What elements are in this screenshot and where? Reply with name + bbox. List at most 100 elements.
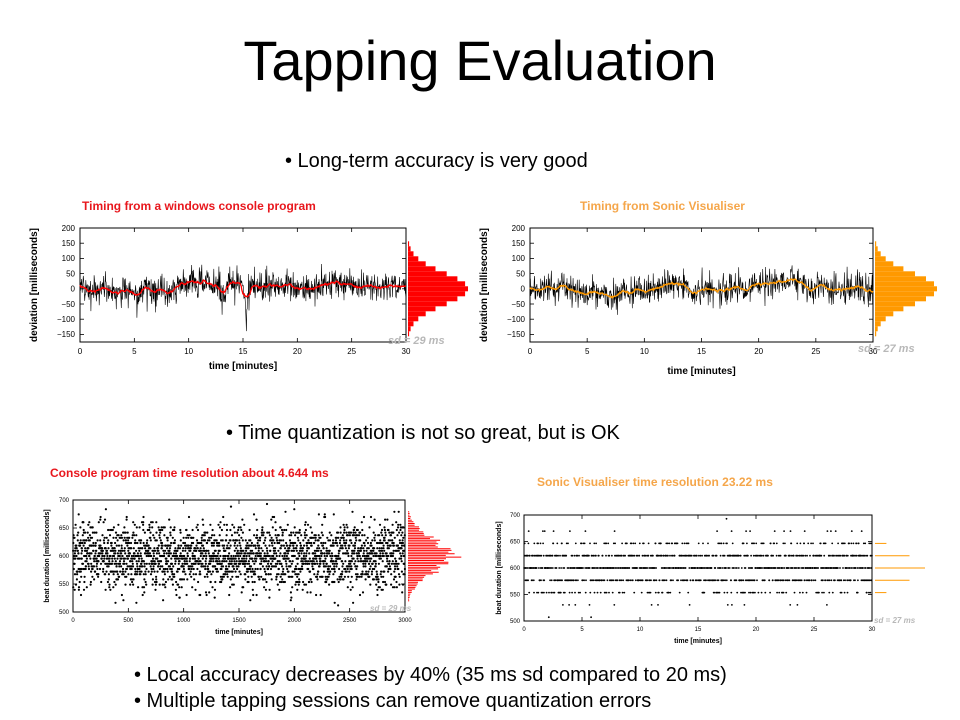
scatter-point: [89, 580, 92, 584]
y-tick-label: 550: [510, 593, 521, 599]
scatter-point: [723, 554, 726, 557]
scatter-point: [321, 534, 324, 537]
scatter-point: [229, 505, 233, 508]
scatter-point: [717, 579, 720, 582]
scatter-point: [226, 544, 229, 547]
scatter-point: [310, 531, 314, 534]
scatter-point: [713, 579, 716, 582]
scatter-point: [160, 541, 164, 545]
scatter-point: [269, 573, 272, 576]
scatter-point: [850, 542, 853, 545]
x-tick-label: 30: [869, 627, 876, 633]
scatter-point: [341, 547, 344, 550]
scatter-point: [381, 552, 384, 555]
scatter-point: [137, 560, 140, 563]
scatter-point: [347, 547, 350, 550]
scatter-point: [611, 554, 613, 557]
y-tick-label: 500: [59, 610, 70, 616]
scatter-point: [403, 573, 406, 576]
x-tick-label: 2000: [288, 618, 302, 624]
scatter-point: [95, 549, 98, 552]
scatter-point: [694, 554, 697, 557]
scatter-point: [218, 541, 221, 545]
scatter-point: [184, 549, 187, 552]
scatter-point: [401, 591, 404, 594]
x-tick-label: 0: [78, 347, 83, 356]
scatter-point: [386, 544, 389, 547]
scatter-point: [221, 578, 224, 581]
scatter-point: [120, 544, 123, 547]
scatter-point: [830, 579, 833, 582]
scatter-point: [120, 534, 123, 537]
scatter-point: [178, 567, 181, 571]
scatter-point: [101, 534, 104, 537]
scatter-point: [349, 588, 352, 591]
scatter-point: [336, 544, 339, 547]
y-tick-label: 50: [66, 269, 75, 278]
scatter-point: [184, 547, 187, 550]
scatter-point: [864, 567, 867, 569]
scatter-point: [543, 591, 545, 594]
scatter-point: [162, 599, 165, 602]
scatter-point: [655, 579, 658, 582]
scatter-point: [809, 554, 811, 557]
scatter-point: [742, 542, 745, 545]
scatter-point: [298, 580, 301, 584]
scatter-point: [542, 530, 544, 532]
scatter-point: [393, 565, 397, 568]
scatter-point: [339, 526, 342, 529]
scatter-point: [149, 539, 152, 542]
scatter-point: [183, 560, 186, 563]
scatter-point: [222, 557, 225, 560]
histogram-bar: [408, 331, 410, 337]
scatter-point: [165, 552, 168, 555]
scatter-point: [390, 573, 393, 576]
scatter-point: [307, 547, 310, 550]
scatter-point: [134, 567, 137, 571]
scatter-point: [365, 570, 368, 573]
y-axis-label: beat duration [milliseconds]: [496, 521, 503, 614]
scatter-point: [654, 591, 657, 594]
scatter-point: [399, 528, 402, 532]
scatter-point: [350, 560, 353, 563]
scatter-point: [104, 547, 107, 550]
scatter-point: [641, 567, 643, 569]
scatter-point: [120, 557, 123, 560]
scatter-point: [88, 521, 91, 524]
scatter-point: [337, 554, 340, 558]
scatter-point: [783, 567, 786, 569]
scatter-point: [278, 580, 282, 584]
scatter-point: [303, 544, 306, 547]
scatter-point: [542, 554, 545, 557]
scatter-point: [619, 579, 622, 582]
scatter-point: [321, 552, 324, 555]
scatter-point: [244, 578, 247, 581]
scatter-point: [589, 542, 591, 545]
scatter-point: [82, 528, 85, 532]
scatter-point: [624, 554, 626, 557]
scatter-point: [315, 557, 318, 560]
scatter-point: [782, 579, 785, 582]
scatter-point: [834, 530, 837, 532]
scatter-point: [85, 554, 88, 558]
scatter-point: [764, 591, 767, 594]
scatter-point: [775, 579, 778, 582]
scatter-point: [364, 565, 367, 568]
scatter-point: [321, 575, 324, 578]
scatter-point: [304, 562, 307, 565]
scatter-point: [178, 547, 182, 550]
scatter-point: [588, 554, 590, 557]
scatter-point: [319, 575, 322, 578]
scatter-point: [360, 544, 363, 547]
scatter-point: [236, 544, 239, 547]
scatter-point: [194, 573, 198, 576]
scatter-point: [101, 552, 104, 555]
scatter-point: [252, 513, 256, 516]
scatter-point: [92, 549, 95, 552]
scatter-point: [136, 570, 139, 573]
scatter-point: [654, 542, 657, 545]
scatter-point: [216, 560, 219, 563]
scatter-point: [76, 539, 79, 542]
scatter-point: [636, 554, 639, 557]
scatter-point: [186, 578, 189, 581]
